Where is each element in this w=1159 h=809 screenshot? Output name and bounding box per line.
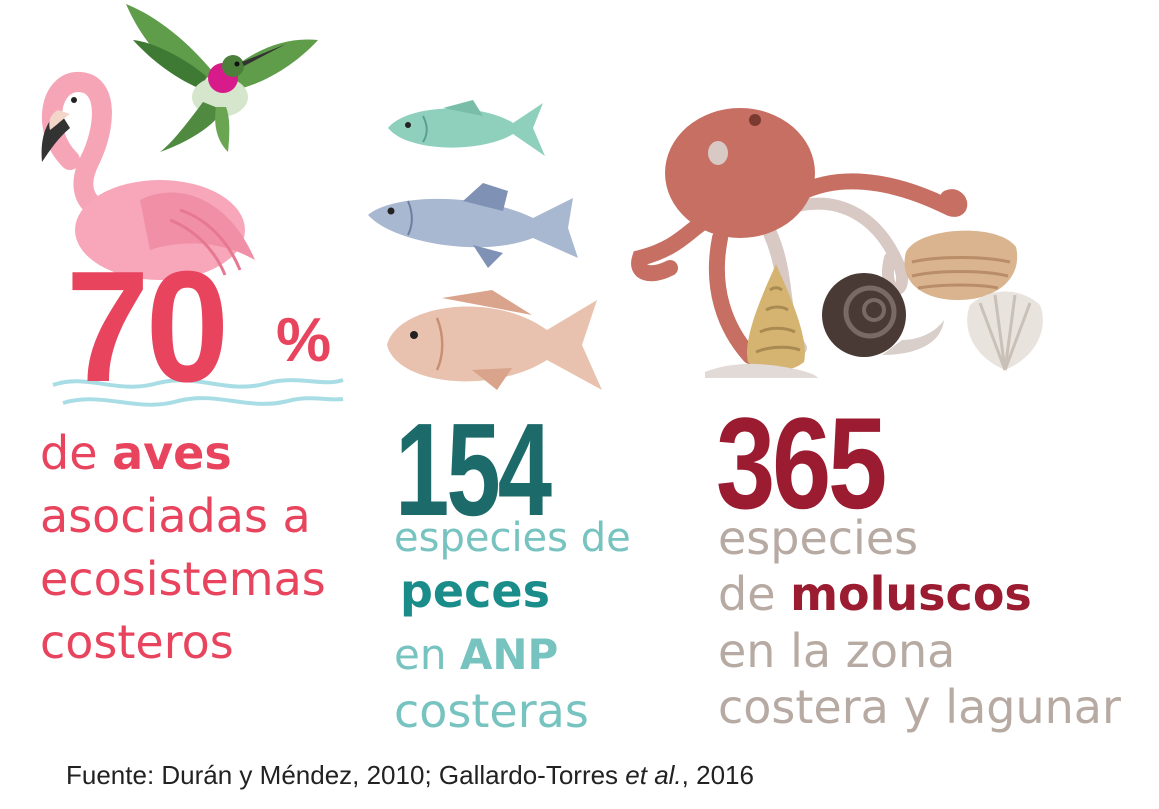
moluscos-line2-bold: moluscos [790, 567, 1032, 621]
peces-line4: costeras [394, 684, 589, 738]
aves-line3: ecosistemas [40, 552, 326, 606]
moluscos-line2: de moluscos [718, 571, 1032, 617]
peces-line2-bold: peces [400, 564, 550, 618]
pebble-icon [705, 363, 818, 378]
snail-icon [822, 273, 944, 357]
clam-icon [904, 230, 1018, 300]
octopus-icon [631, 108, 968, 364]
scallop-icon [967, 291, 1043, 371]
hummingbird-icon [126, 4, 318, 152]
aves-line2: asociadas a [40, 489, 311, 543]
moluscos-line3: en la zona [718, 624, 956, 678]
source-note: Fuente: Durán y Méndez, 2010; Gallardo-T… [66, 762, 754, 788]
fish-icon [387, 290, 602, 390]
aves-line1-bold: aves [112, 426, 232, 480]
peces-line3-bold: ANP [459, 630, 559, 679]
aves-line1: de aves [40, 430, 232, 476]
peces-number: 154 [395, 396, 552, 543]
source-post: , 2016 [681, 760, 754, 790]
peces-line3: en ANP [394, 634, 558, 676]
moluscos-line1: especies [718, 511, 919, 565]
moluscos-line2-pre: de [718, 567, 791, 621]
moluscos-number: 365 [716, 390, 887, 536]
peces-line1: especies de [394, 515, 631, 561]
aves-percent-sign: % [276, 306, 332, 375]
snail-icon [747, 264, 805, 371]
aves-percent-number: 70 [66, 239, 229, 415]
source-italic: et al. [625, 760, 682, 790]
moluscos-line4: costera y lagunar [718, 680, 1121, 734]
fish-icon [368, 183, 578, 268]
flamingo-icon [41, 72, 255, 280]
fish-icon [388, 100, 545, 156]
aves-line4: costeros [40, 615, 234, 669]
source-pre: Fuente: Durán y Méndez, 2010; Gallardo-T… [66, 760, 626, 790]
aves-line1-pre: de [40, 426, 113, 480]
water-ripples-icon [52, 378, 344, 407]
peces-line3-pre: en [394, 630, 460, 679]
